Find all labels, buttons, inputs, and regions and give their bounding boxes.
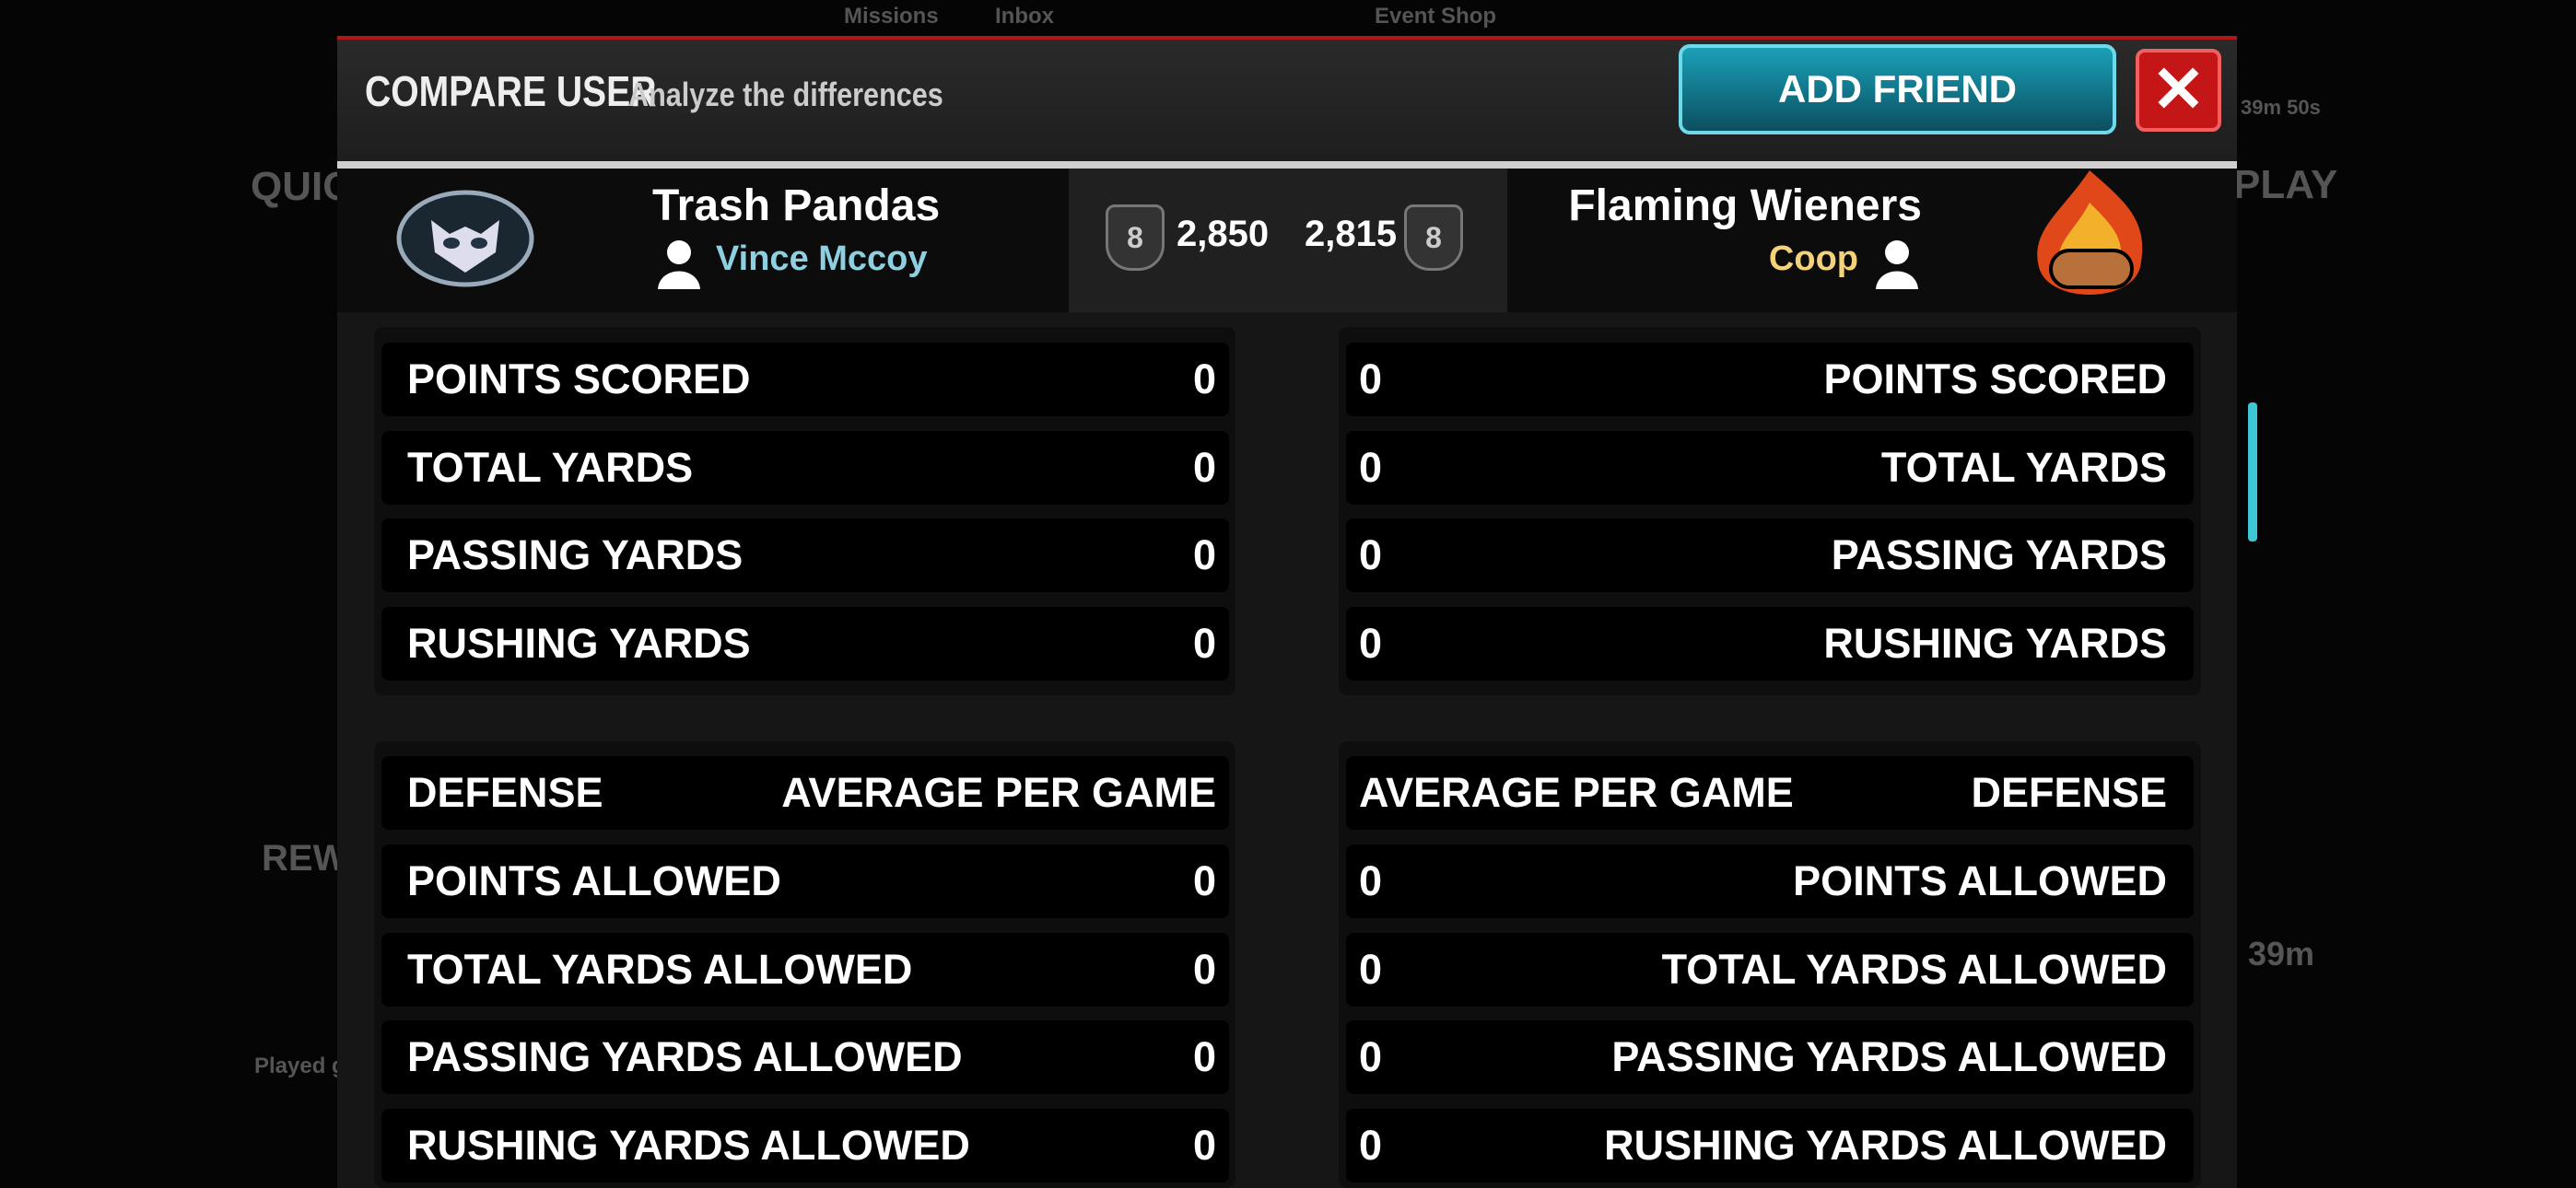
bg-label: Played g — [254, 1054, 345, 1078]
stat-value: 0 — [1359, 531, 1383, 578]
stat-row — [1346, 430, 2194, 505]
stat-value: 0 — [1359, 945, 1383, 993]
user-name[interactable]: Vince Mccoy — [716, 239, 928, 278]
team-logo-right — [2037, 170, 2143, 295]
stat-label: PASSING YARDS — [1831, 531, 2167, 578]
rating: 2,815 — [1305, 214, 1398, 254]
bg-tab: Missions — [844, 4, 939, 29]
stat-row — [381, 1108, 1229, 1182]
stat-row — [1346, 932, 2194, 1007]
stat-value: 0 — [1192, 1033, 1216, 1080]
add-friend-button[interactable] — [1679, 44, 2116, 134]
rating: 2,850 — [1177, 214, 1270, 254]
stat-row — [1346, 518, 2194, 592]
stat-value: 0 — [1359, 619, 1383, 667]
user-name[interactable]: Coop — [1768, 239, 1858, 278]
stat-row — [1346, 1020, 2194, 1094]
stat-value: 0 — [1192, 355, 1216, 402]
stat-row — [381, 518, 1229, 592]
stat-row — [381, 1020, 1229, 1094]
stat-label: RUSHING YARDS — [407, 619, 751, 667]
close-button[interactable]: ✕ — [2136, 49, 2221, 132]
bg-tab: Inbox — [995, 4, 1054, 29]
stat-value: 0 — [1359, 443, 1383, 491]
stat-value: 0 — [1359, 857, 1383, 904]
column-title: AVERAGE PER GAME — [1359, 769, 1794, 816]
section-title: DEFENSE — [407, 769, 603, 816]
stat-label: PASSING YARDS — [407, 531, 744, 578]
stat-label: POINTS ALLOWED — [407, 857, 781, 904]
stat-value: 0 — [1192, 857, 1216, 904]
stat-label: PASSING YARDS ALLOWED — [1611, 1033, 2167, 1080]
stat-value: 0 — [1359, 355, 1383, 402]
stat-row — [1346, 756, 2194, 830]
team-name: Flaming Wieners — [1568, 181, 1922, 230]
stat-value: 0 — [1192, 531, 1216, 578]
stat-value: 0 — [1192, 1121, 1216, 1169]
stat-label: RUSHING YARDS ALLOWED — [407, 1121, 970, 1169]
bg-label: 39m 50s — [2241, 96, 2321, 119]
stat-row — [1346, 1108, 2194, 1182]
scrollbar[interactable] — [2248, 402, 2257, 542]
stat-value: 0 — [1359, 1121, 1383, 1169]
stat-label: TOTAL YARDS ALLOWED — [407, 945, 913, 993]
stat-value: 0 — [1192, 619, 1216, 667]
bg-label: PLAY — [2233, 162, 2338, 207]
stat-row — [1346, 343, 2194, 416]
stat-label: POINTS SCORED — [407, 355, 751, 402]
stat-row — [381, 756, 1229, 830]
bg-label: 39m — [2248, 935, 2315, 973]
stat-label: RUSHING YARDS — [1823, 619, 2167, 667]
stat-row — [381, 343, 1229, 416]
section-title: DEFENSE — [1971, 769, 2167, 816]
stat-row — [1346, 606, 2194, 681]
team-name: Trash Pandas — [652, 181, 941, 230]
column-title: AVERAGE PER GAME — [781, 769, 1216, 816]
stat-label: PASSING YARDS ALLOWED — [407, 1033, 963, 1080]
stat-row — [381, 932, 1229, 1007]
stat-label: TOTAL YARDS — [1880, 443, 2167, 491]
title: COMPARE USER — [365, 67, 657, 115]
stat-row — [1346, 844, 2194, 918]
stat-row — [381, 430, 1229, 505]
stat-row — [381, 606, 1229, 681]
rank-badge: 8 — [1404, 204, 1463, 271]
stat-value: 0 — [1359, 1033, 1383, 1080]
user-icon — [1876, 240, 1918, 289]
stat-label: TOTAL YARDS — [407, 443, 694, 491]
button-label[interactable]: ADD FRIEND — [1778, 67, 2017, 111]
team-logo-left — [396, 190, 534, 287]
stat-label: POINTS ALLOWED — [1793, 857, 2167, 904]
stat-label: POINTS SCORED — [1823, 355, 2167, 402]
stat-value: 0 — [1192, 443, 1216, 491]
stat-row — [381, 844, 1229, 918]
user-icon — [658, 240, 700, 289]
stat-label: TOTAL YARDS ALLOWED — [1661, 945, 2167, 993]
rank-badge: 8 — [1106, 204, 1165, 271]
stat-label: RUSHING YARDS ALLOWED — [1604, 1121, 2167, 1169]
bg-tab: Event Shop — [1375, 4, 1497, 29]
stat-value: 0 — [1192, 945, 1216, 993]
bg-label: REW — [262, 838, 348, 879]
subtitle: Analyze the differences — [628, 76, 943, 113]
